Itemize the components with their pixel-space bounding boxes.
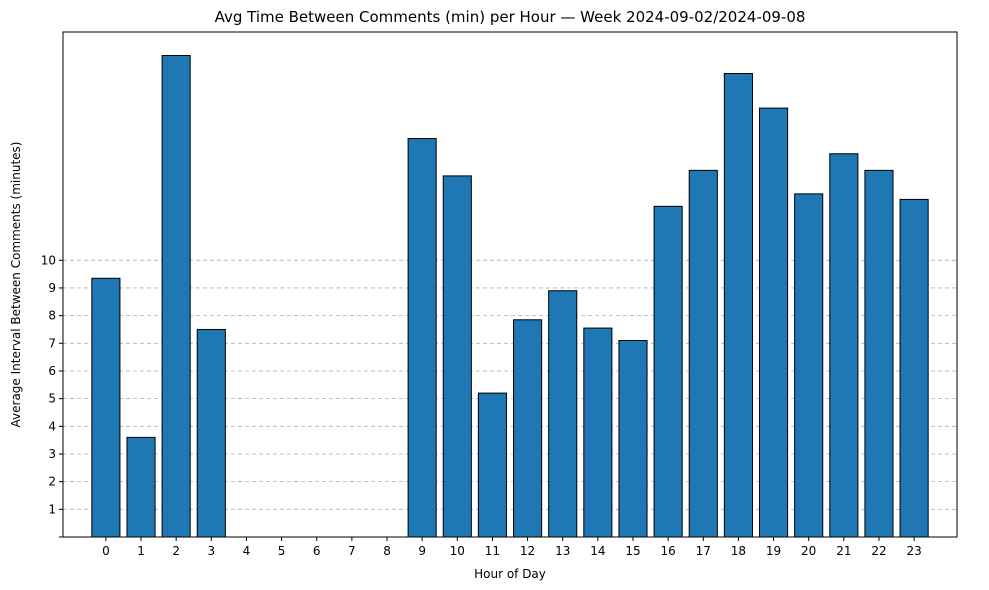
bar-hour-19 (758, 107, 789, 538)
bar-hour-10 (442, 175, 472, 538)
x-axis-ticks: 0 1 2 3 4 5 6 7 8 9 10 11 12 13 14 15 16 17 18 19 20 21 22 23 (102, 537, 922, 558)
x-tick-label: 15 (625, 544, 640, 558)
y-tick-label: 2 (48, 475, 56, 489)
x-tick-label: 22 (871, 544, 886, 558)
bar-hour-2 (161, 55, 191, 538)
x-tick-label: 13 (555, 544, 570, 558)
bar-hour-9 (407, 138, 437, 538)
x-tick-label: 16 (660, 544, 675, 558)
bar-hour-14 (583, 327, 613, 538)
y-tick-label: 1 (48, 502, 56, 516)
bar-hour-11 (477, 392, 507, 538)
y-tick-label: 10 (41, 253, 56, 267)
bar-hour-3 (196, 328, 226, 538)
bar-hour-12 (513, 319, 543, 538)
y-tick-label: 7 (48, 336, 56, 350)
plot-frame (62, 31, 958, 538)
bar-hour-15 (618, 340, 648, 538)
bar-hour-22 (864, 169, 894, 538)
x-axis-label: Hour of Day (474, 567, 546, 581)
y-axis-label: Average Interval Between Comments (minut… (9, 142, 23, 428)
x-tick-label: 14 (590, 544, 605, 558)
x-tick-label: 19 (766, 544, 781, 558)
bar-hour-1 (126, 436, 156, 538)
x-tick-label: 6 (313, 544, 321, 558)
x-tick-label: 18 (731, 544, 746, 558)
bar-hour-20 (794, 193, 824, 538)
x-tick-label: 0 (102, 544, 110, 558)
x-tick-label: 4 (243, 544, 251, 558)
x-tick-label: 20 (801, 544, 816, 558)
bar-hour-16 (653, 205, 683, 538)
x-tick-label: 9 (418, 544, 426, 558)
y-tick-label: 6 (48, 364, 56, 378)
bar-hour-0 (91, 277, 121, 538)
x-tick-label: 17 (696, 544, 711, 558)
x-tick-label: 10 (450, 544, 465, 558)
x-tick-label: 12 (520, 544, 535, 558)
x-tick-label: 1 (137, 544, 145, 558)
x-tick-label: 2 (172, 544, 180, 558)
chart-title: Avg Time Between Comments (min) per Hour… (215, 8, 806, 26)
bars-layer (91, 55, 929, 538)
x-tick-label: 11 (485, 544, 500, 558)
bar-hour-21 (829, 153, 859, 538)
x-tick-label: 3 (207, 544, 215, 558)
x-tick-label: 7 (348, 544, 356, 558)
y-tick-label: 3 (48, 447, 56, 461)
bar-hour-18 (723, 73, 753, 538)
x-tick-label: 23 (906, 544, 921, 558)
y-tick-label: 4 (48, 419, 56, 433)
x-tick-label: 8 (383, 544, 391, 558)
bar-hour-17 (688, 169, 718, 538)
bar-hour-23 (899, 198, 929, 538)
x-tick-label: 5 (278, 544, 286, 558)
y-axis-ticks: 1 2 3 4 5 6 7 8 9 10 (41, 253, 63, 538)
x-tick-label: 21 (836, 544, 851, 558)
bar-hour-13 (548, 290, 578, 538)
y-tick-label: 5 (48, 392, 56, 406)
y-tick-label: 8 (48, 309, 56, 323)
y-tick-label: 9 (48, 281, 56, 295)
